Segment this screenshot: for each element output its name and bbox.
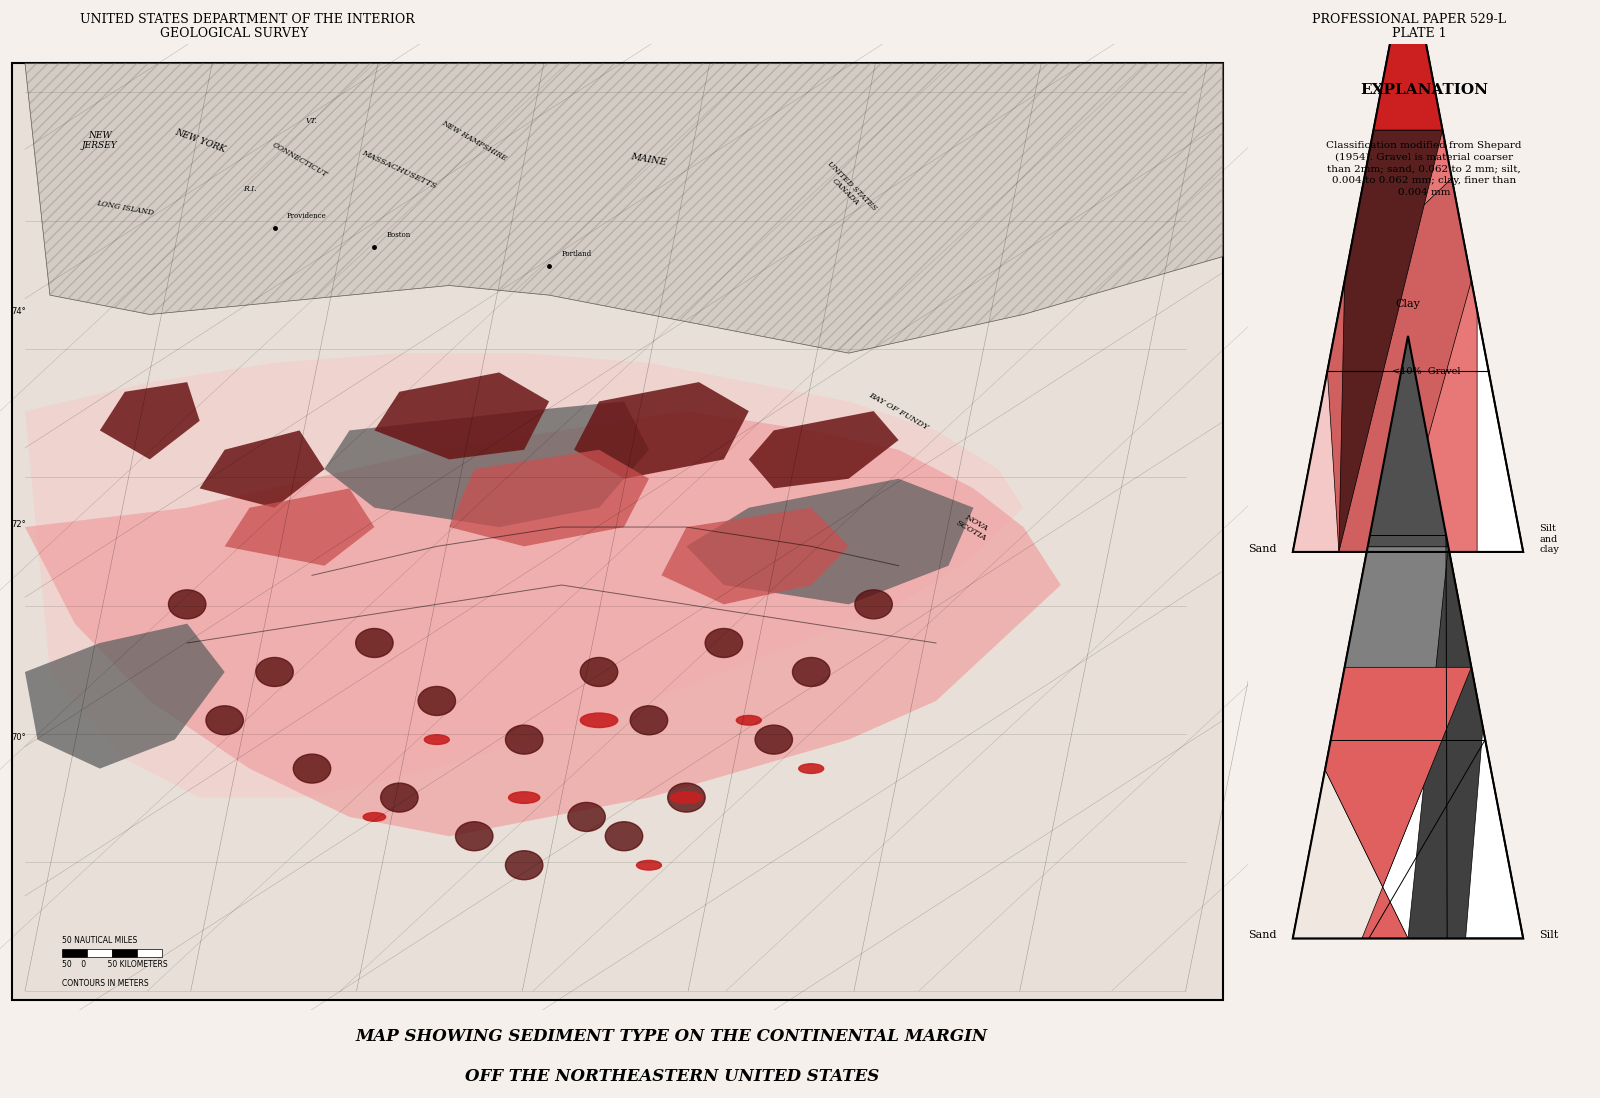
Circle shape (605, 821, 643, 851)
Text: Silt: Silt (1539, 930, 1558, 940)
Circle shape (630, 706, 667, 735)
Polygon shape (749, 411, 899, 489)
Polygon shape (374, 372, 549, 459)
Text: 50    0         50 KILOMETERS: 50 0 50 KILOMETERS (62, 960, 168, 968)
Polygon shape (661, 507, 848, 604)
Polygon shape (1293, 770, 1408, 939)
Text: LONG ISLAND: LONG ISLAND (96, 199, 154, 217)
Circle shape (293, 754, 331, 783)
Text: CONTOURS IN METERS: CONTOURS IN METERS (62, 979, 149, 988)
Circle shape (667, 783, 706, 813)
Text: Portland: Portland (562, 250, 592, 258)
Text: OFF THE NORTHEASTERN UNITED STATES: OFF THE NORTHEASTERN UNITED STATES (466, 1067, 878, 1085)
Text: BAY OF FUNDY: BAY OF FUNDY (867, 391, 930, 432)
Polygon shape (26, 64, 1222, 354)
Text: EXPLANATION: EXPLANATION (1360, 82, 1488, 97)
Ellipse shape (509, 792, 539, 804)
Circle shape (206, 706, 243, 735)
Circle shape (506, 851, 542, 879)
Text: Boston: Boston (387, 232, 411, 239)
Circle shape (755, 725, 792, 754)
Circle shape (706, 628, 742, 658)
Ellipse shape (736, 716, 762, 725)
Ellipse shape (670, 792, 702, 804)
Text: Sand: Sand (1248, 930, 1277, 940)
Text: GEOLOGICAL SURVEY: GEOLOGICAL SURVEY (160, 26, 309, 40)
Polygon shape (1293, 0, 1523, 552)
Bar (138, 950, 162, 957)
Polygon shape (686, 479, 973, 604)
Text: PLATE 1: PLATE 1 (1392, 26, 1446, 40)
Polygon shape (26, 354, 1024, 797)
Text: R.I.: R.I. (243, 184, 256, 193)
Text: 70°: 70° (11, 732, 26, 741)
Polygon shape (325, 402, 650, 527)
Polygon shape (224, 489, 374, 565)
Polygon shape (574, 382, 749, 479)
Text: PROFESSIONAL PAPER 529-L: PROFESSIONAL PAPER 529-L (1312, 13, 1506, 26)
Text: Silt
and
clay: Silt and clay (1539, 524, 1558, 553)
Polygon shape (450, 450, 650, 547)
Ellipse shape (798, 764, 824, 773)
Polygon shape (99, 382, 200, 459)
Circle shape (381, 783, 418, 813)
Text: MAP SHOWING SEDIMENT TYPE ON THE CONTINENTAL MARGIN: MAP SHOWING SEDIMENT TYPE ON THE CONTINE… (355, 1028, 989, 1045)
Polygon shape (26, 624, 224, 769)
Text: UNITED STATES DEPARTMENT OF THE INTERIOR: UNITED STATES DEPARTMENT OF THE INTERIOR (80, 13, 414, 26)
Text: CONNECTICUT: CONNECTICUT (270, 141, 328, 179)
Polygon shape (1328, 131, 1477, 552)
Text: 50 NAUTICAL MILES: 50 NAUTICAL MILES (62, 935, 138, 944)
Circle shape (792, 658, 830, 686)
Text: NEW HAMPSHIRE: NEW HAMPSHIRE (440, 119, 509, 163)
Ellipse shape (637, 861, 661, 870)
Polygon shape (1293, 371, 1397, 552)
Text: NOVA
SCOTIA: NOVA SCOTIA (955, 512, 992, 542)
Text: MASSACHUSETTS: MASSACHUSETTS (360, 148, 438, 190)
Polygon shape (1368, 336, 1448, 547)
Text: Classification modified from Shepard
(1954). Gravel is material coarser
than 2mm: Classification modified from Shepard (19… (1326, 141, 1522, 197)
Circle shape (581, 658, 618, 686)
Polygon shape (200, 430, 325, 507)
Ellipse shape (581, 713, 618, 728)
Polygon shape (1328, 178, 1472, 552)
Bar (88, 950, 112, 957)
Text: VT.: VT. (306, 117, 318, 125)
Circle shape (168, 590, 206, 619)
Bar (62, 950, 88, 957)
Ellipse shape (424, 735, 450, 744)
Text: <10%  Gravel: <10% Gravel (1392, 367, 1461, 376)
Text: UNITED STATES
CANADA: UNITED STATES CANADA (819, 159, 878, 219)
Text: NEW
JERSEY: NEW JERSEY (82, 131, 118, 150)
Text: MAINE: MAINE (630, 153, 667, 168)
Ellipse shape (363, 813, 386, 821)
Text: 72°: 72° (11, 520, 26, 529)
Text: Sand: Sand (1248, 544, 1277, 553)
Text: 74°: 74° (11, 307, 26, 316)
Circle shape (355, 628, 394, 658)
Circle shape (418, 686, 456, 716)
Polygon shape (1373, 0, 1443, 131)
Text: Clay: Clay (1395, 299, 1421, 309)
Polygon shape (1408, 547, 1483, 939)
Bar (112, 950, 138, 957)
Text: Providence: Providence (286, 212, 326, 220)
Circle shape (568, 803, 605, 831)
Circle shape (506, 725, 542, 754)
Circle shape (854, 590, 893, 619)
Text: NEW YORK: NEW YORK (173, 127, 226, 154)
Polygon shape (1333, 547, 1472, 939)
Polygon shape (1339, 131, 1443, 552)
Polygon shape (26, 411, 1061, 837)
Circle shape (256, 658, 293, 686)
Polygon shape (1293, 336, 1523, 939)
Circle shape (456, 821, 493, 851)
Polygon shape (1325, 668, 1472, 939)
